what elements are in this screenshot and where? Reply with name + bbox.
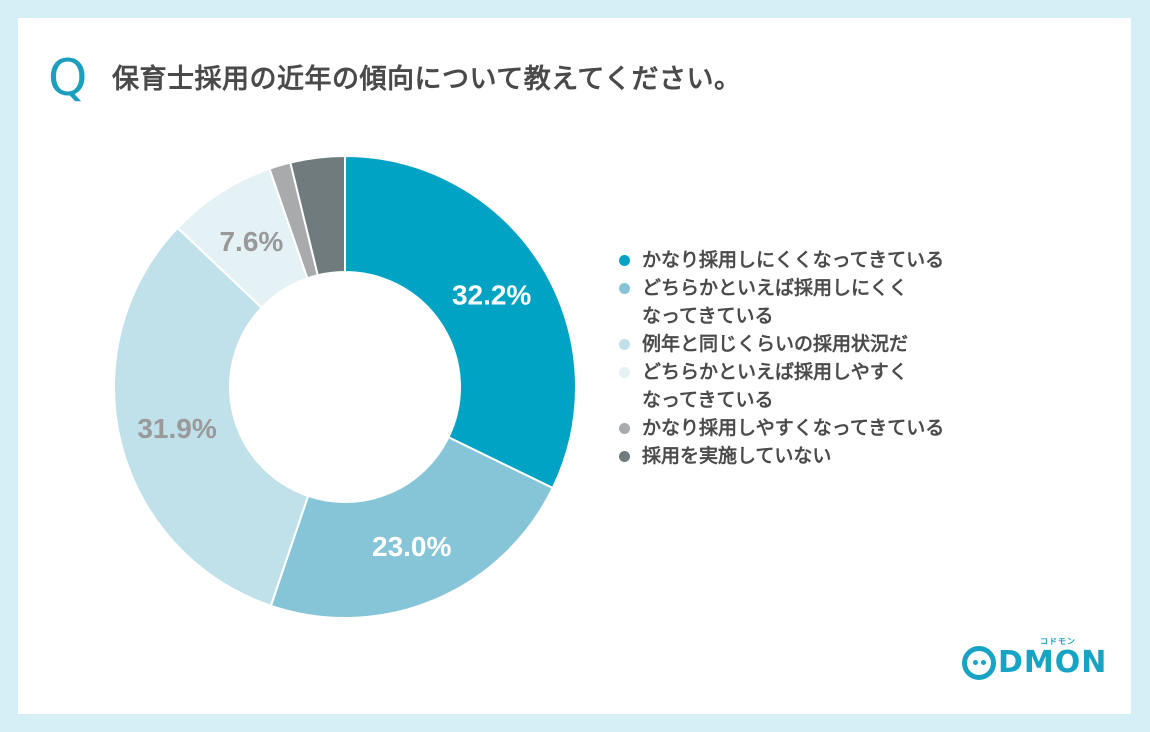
donut-slice	[113, 226, 310, 608]
legend-item: どちらかといえば採用しやすく なってきている	[617, 358, 1037, 414]
question-mark-icon: Q	[48, 49, 88, 107]
slice-value-label: 7.6%	[219, 226, 283, 257]
logo-text: DMON	[998, 645, 1108, 680]
legend-label: 例年と同じくらいの採用状況だ	[642, 333, 909, 355]
legend-swatch	[619, 255, 630, 266]
legend-item: かなり採用しにくくなってきている	[617, 246, 1037, 274]
logo-subtext: コドモン	[1040, 637, 1076, 646]
chart-legend: かなり採用しにくくなってきている どちらかといえば採用しにくく なってきている …	[617, 246, 1037, 470]
slice-value-label: 32.2%	[452, 280, 531, 311]
legend-item: かなり採用しやすくなってきている	[617, 414, 1037, 442]
legend-swatch	[619, 423, 630, 434]
legend-swatch	[619, 283, 630, 294]
legend-item: どちらかといえば採用しにくく なってきている	[617, 274, 1037, 330]
legend-item: 例年と同じくらいの採用状況だ	[617, 330, 1037, 358]
legend-label: かなり採用しにくくなってきている	[642, 249, 945, 271]
chart-title: 保育士採用の近年の傾向について教えてください。	[112, 64, 742, 95]
logo-face-icon	[962, 645, 996, 680]
codmon-logo: コドモン DMON	[962, 637, 1108, 680]
donut-slice	[289, 154, 346, 277]
legend-swatch	[619, 339, 630, 350]
legend-label: かなり採用しやすくなってきている	[642, 417, 945, 439]
slice-value-label: 31.9%	[137, 413, 216, 444]
legend-label: どちらかといえば採用しにくく なってきている	[642, 277, 908, 327]
donut-slice	[344, 154, 577, 490]
legend-label: 採用を実施していない	[642, 445, 832, 467]
legend-item: 採用を実施していない	[617, 442, 1037, 470]
slice-value-label: 23.0%	[372, 531, 451, 562]
legend-label: どちらかといえば採用しやすく なってきている	[642, 361, 908, 411]
legend-swatch	[619, 367, 630, 378]
legend-swatch	[619, 451, 630, 462]
donut-slice	[269, 435, 555, 619]
